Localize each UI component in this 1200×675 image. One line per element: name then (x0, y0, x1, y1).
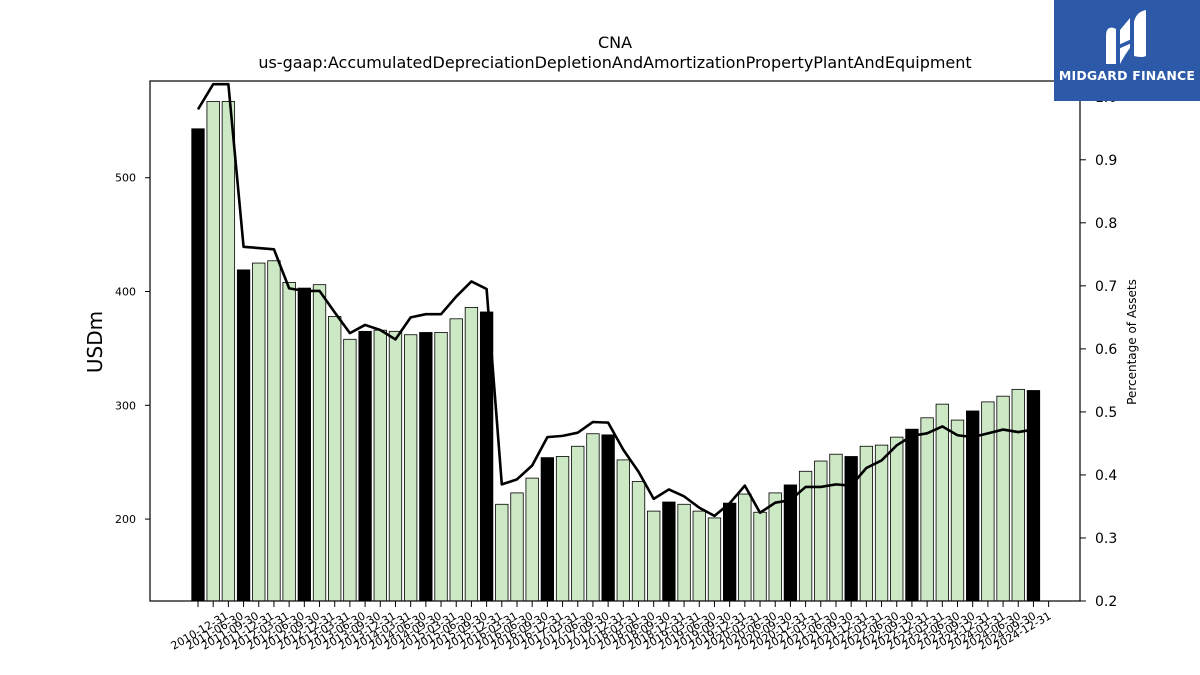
y-axis-label: USDm (83, 311, 107, 373)
bar (282, 281, 296, 602)
y-tick-label: 200 (115, 513, 136, 526)
bar (312, 284, 327, 602)
bar (616, 459, 630, 602)
bar (328, 316, 342, 602)
bar (555, 456, 570, 602)
bar (388, 330, 403, 602)
y-tick-label: 500 (115, 172, 136, 185)
bar (692, 510, 706, 602)
bar (1011, 388, 1025, 602)
bar (252, 262, 266, 602)
bar (768, 492, 782, 602)
y-tick-label: 300 (115, 399, 136, 412)
bar (874, 444, 889, 602)
bar (434, 332, 448, 602)
y2-tick-label: 0.2 (1095, 594, 1117, 610)
bar (920, 417, 934, 602)
percentage-line (196, 82, 1034, 518)
bar (677, 503, 691, 602)
bar (191, 128, 205, 602)
bar (373, 329, 387, 602)
bar (221, 101, 236, 602)
bar (601, 434, 615, 602)
bar (996, 395, 1010, 602)
bar (206, 101, 220, 602)
y2-tick-label: 0.8 (1095, 216, 1117, 232)
y2-tick-label: 0.9 (1095, 153, 1117, 169)
logo-mark-icon (1106, 10, 1146, 64)
bar (1026, 390, 1041, 602)
bar (844, 456, 858, 602)
bar (935, 403, 949, 602)
bar (236, 269, 251, 602)
bar (814, 460, 828, 602)
bar (571, 445, 585, 602)
bar (449, 318, 463, 602)
bar (358, 330, 372, 602)
chart-subtitle: us-gaap:AccumulatedDepreciationDepletion… (258, 53, 971, 72)
plot-frame (149, 80, 1081, 602)
bar (890, 436, 904, 602)
bar (738, 493, 752, 602)
bar (297, 287, 311, 602)
axes: 2003004005000.20.30.40.50.60.70.80.91.02… (115, 80, 1117, 653)
bar (525, 477, 539, 602)
bar (723, 502, 737, 602)
bar (540, 457, 555, 602)
bar-series (191, 101, 1041, 602)
bar (783, 484, 798, 602)
brand-name: MIDGARD FINANCE (1058, 68, 1196, 83)
bar (343, 338, 357, 602)
line-series (196, 82, 1034, 518)
y2-tick-label: 0.3 (1095, 531, 1117, 547)
bar (966, 410, 980, 602)
bar (707, 517, 722, 602)
y2-tick-label: 0.7 (1095, 279, 1117, 295)
bar (419, 332, 433, 602)
y2-axis-label: Percentage of Assets (1125, 279, 1139, 405)
brand-logo: MIDGARD FINANCE (1054, 0, 1200, 101)
bar (753, 511, 767, 602)
y-tick-label: 400 (115, 286, 136, 299)
y2-tick-label: 0.5 (1095, 405, 1117, 421)
y2-tick-label: 0.6 (1095, 342, 1117, 358)
bar (510, 492, 524, 602)
bar (950, 419, 965, 602)
bar (905, 428, 919, 602)
bar (829, 453, 843, 602)
bar (464, 307, 479, 602)
bar (267, 260, 281, 602)
bar (495, 503, 509, 602)
bar (586, 433, 600, 602)
bar (647, 510, 661, 602)
chart-title: CNA (598, 33, 632, 52)
y2-tick-label: 0.4 (1095, 468, 1117, 484)
bar (404, 334, 418, 602)
bar (662, 501, 676, 602)
bar (631, 481, 646, 602)
